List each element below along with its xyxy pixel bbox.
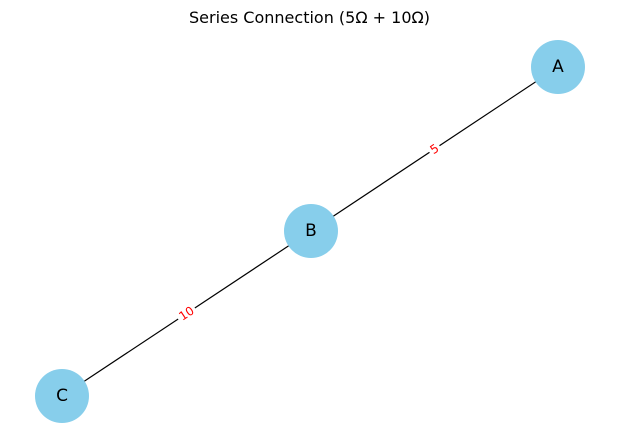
node-c-circle [35,369,89,423]
edge-label-b-c-background [173,301,200,326]
node-a-circle [531,40,585,94]
diagram-title: Series Connection (5Ω + 10Ω) [189,8,430,27]
node-b-circle [284,204,338,258]
edge-label-a-b: 5 [425,139,444,159]
node-a: A [531,40,585,94]
edge-label-b-c: 10 [173,301,200,326]
node-b-label: B [305,221,317,241]
node-a-label: A [552,57,564,77]
node-b: B [284,204,338,258]
edge-label-a-b-background [425,139,444,159]
node-c-label: C [56,386,68,406]
node-c: C [35,369,89,423]
